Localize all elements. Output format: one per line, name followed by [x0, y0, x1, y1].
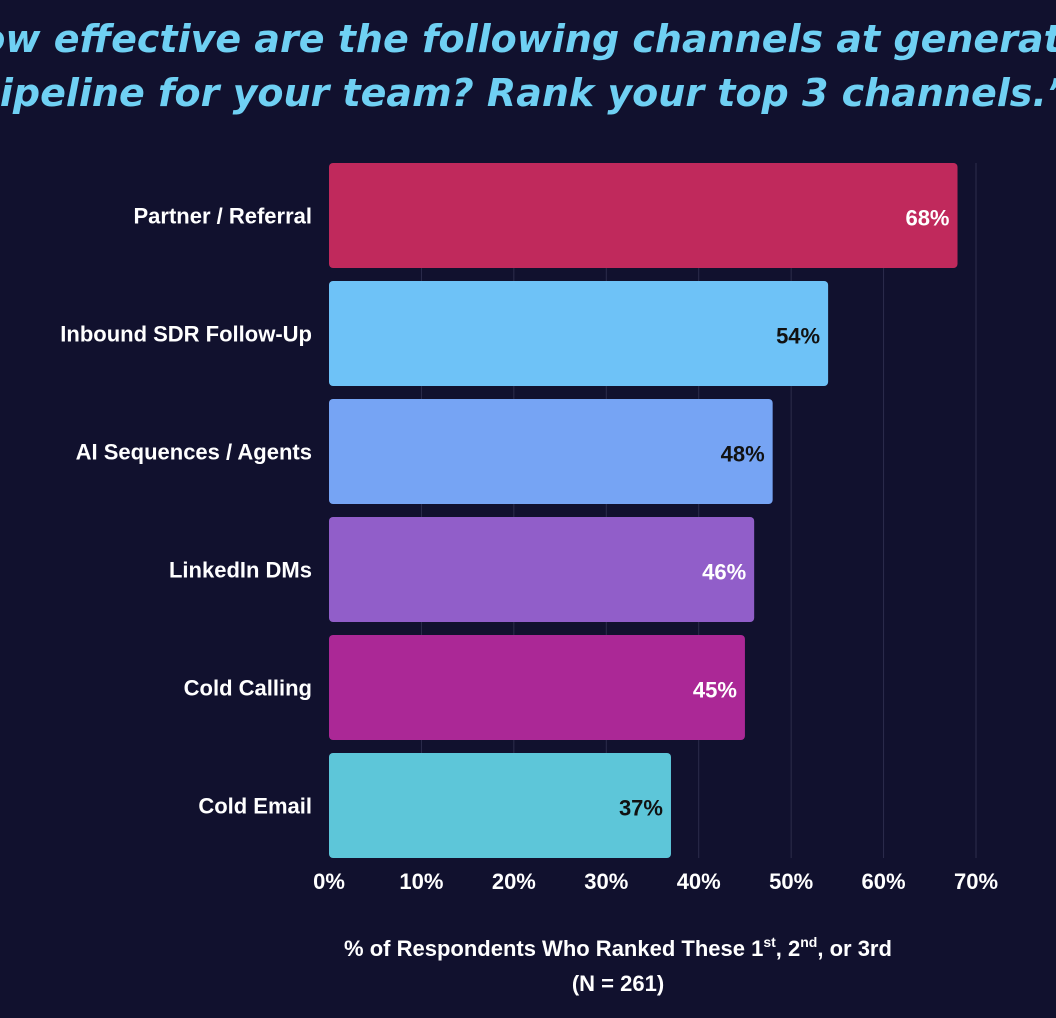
category-label-1: Inbound SDR Follow-Up [60, 322, 312, 347]
bar-4 [329, 635, 745, 740]
bar-1 [329, 281, 829, 386]
x-axis-label: % of Respondents Who Ranked These 1st, 2… [344, 934, 892, 996]
x-tick-label-10: 10% [399, 869, 443, 894]
value-label-0: 68% [905, 206, 949, 231]
x-axis-ticks: 0% 10% 20% 30% 40% 50% 60% 70% [313, 869, 998, 894]
x-tick-label-70: 70% [954, 869, 998, 894]
x-tick-label-50: 50% [769, 869, 813, 894]
value-label-5: 37% [619, 796, 663, 821]
bar-0 [329, 163, 958, 268]
bar-5 [329, 753, 671, 858]
x-tick-label-0: 0% [313, 869, 345, 894]
x-tick-label-20: 20% [492, 869, 536, 894]
value-label-2: 48% [721, 442, 765, 467]
x-tick-label-60: 60% [862, 869, 906, 894]
chart-title-line-2: pipeline for your team? Rank your top 3 … [0, 71, 1056, 115]
value-label-1: 54% [776, 324, 820, 349]
category-label-0: Partner / Referral [133, 204, 312, 229]
x-axis-label-line-1: % of Respondents Who Ranked These 1st, 2… [344, 934, 892, 961]
category-label-4: Cold Calling [184, 676, 312, 701]
category-label-5: Cold Email [198, 794, 312, 819]
category-label-3: LinkedIn DMs [169, 558, 312, 583]
value-label-3: 46% [702, 560, 746, 585]
value-label-4: 45% [693, 678, 737, 703]
x-tick-label-40: 40% [677, 869, 721, 894]
category-label-2: AI Sequences / Agents [76, 440, 312, 465]
chart-title-line-1: “How effective are the following channel… [0, 17, 1056, 61]
bar-2 [329, 399, 773, 504]
grid-lines [420, 163, 977, 858]
chart-title: “How effective are the following channel… [0, 17, 1056, 115]
bars: Partner / Referral 68% Inbound SDR Follow-… [60, 163, 958, 858]
x-axis-label-line-2: (N = 261) [572, 971, 664, 996]
bar-3 [329, 517, 755, 622]
x-tick-label-30: 30% [584, 869, 628, 894]
